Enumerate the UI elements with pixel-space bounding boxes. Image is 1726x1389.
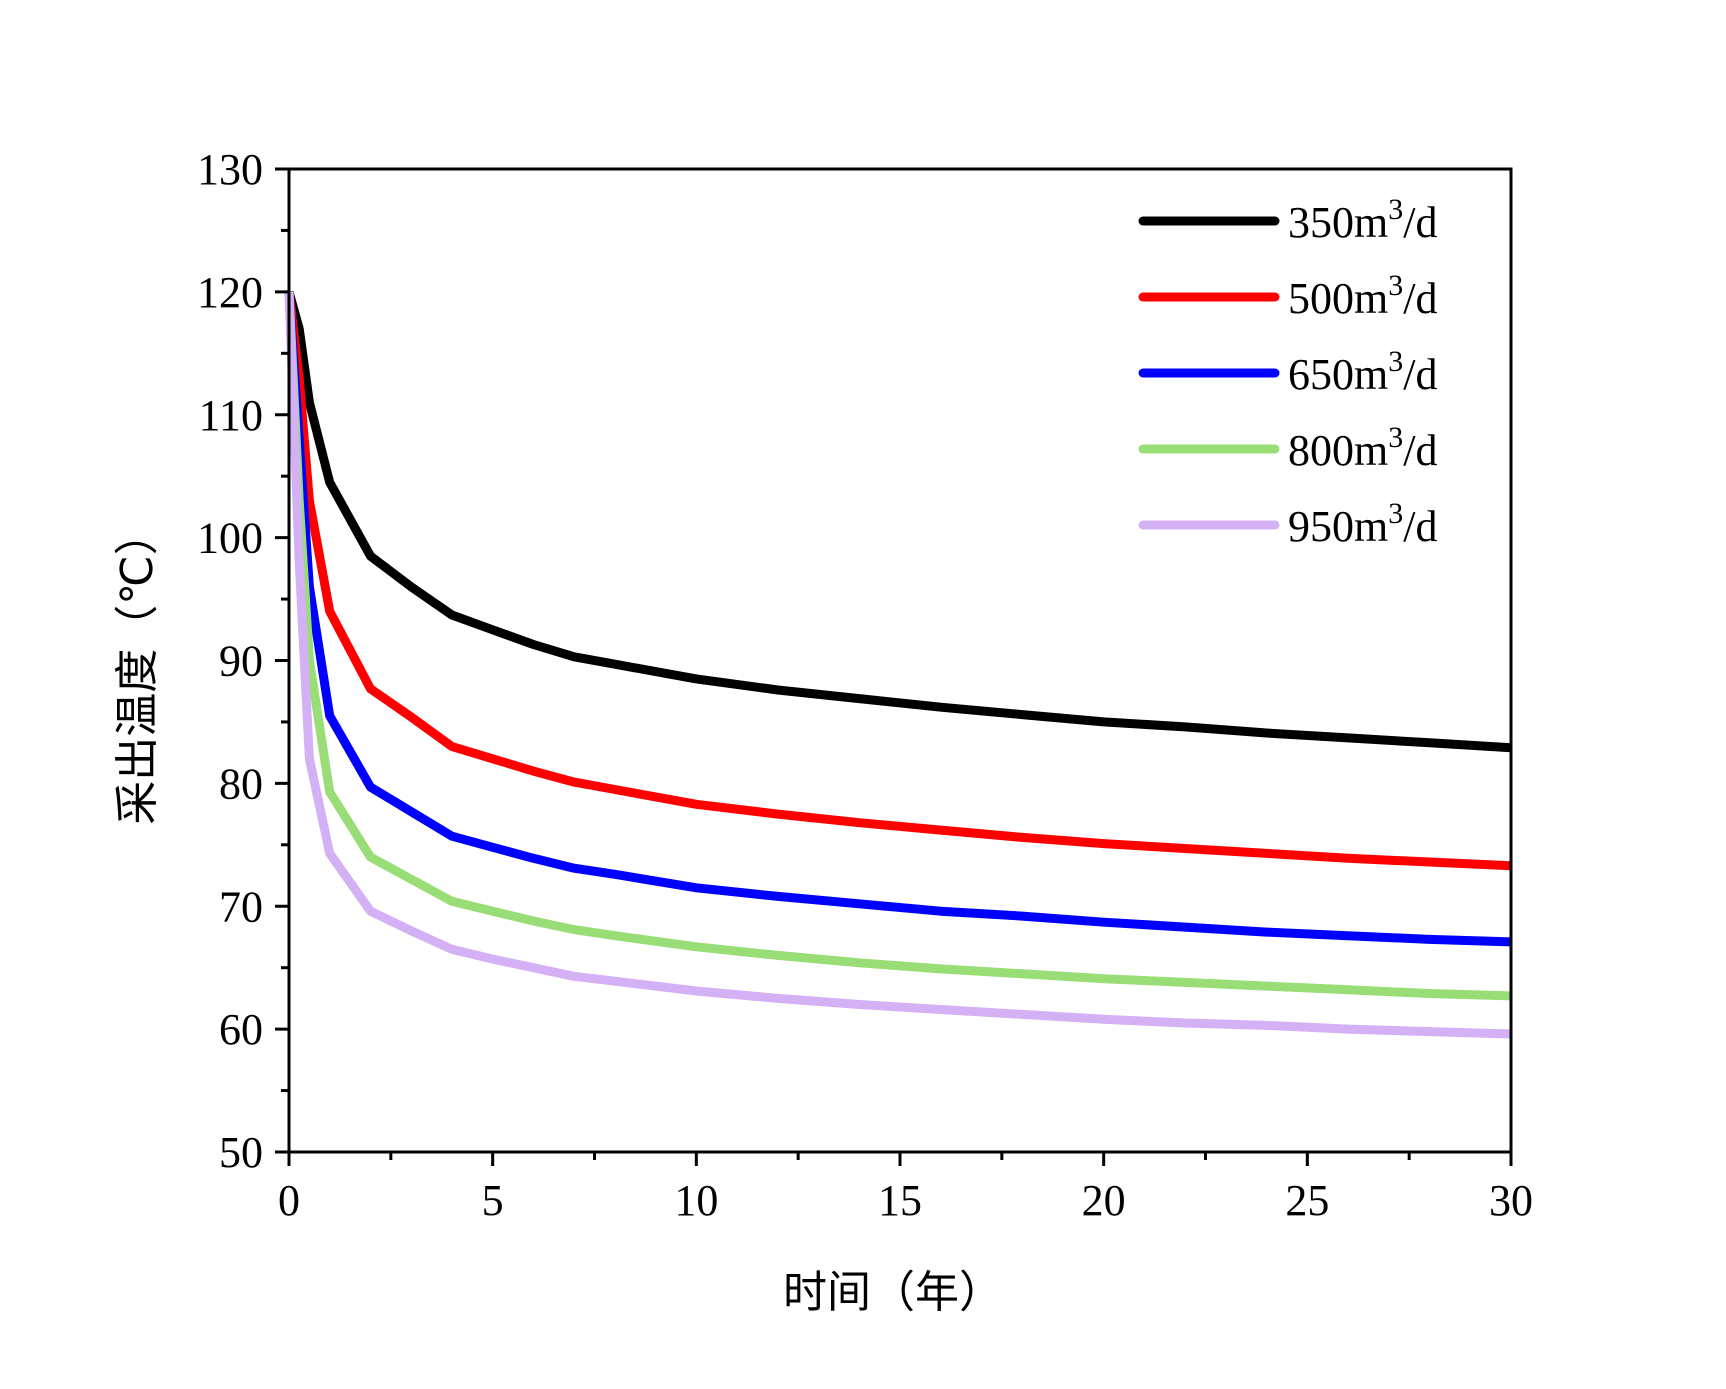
x-tick-label: 25 (1285, 1176, 1329, 1225)
legend-label-2: 650m3/d (1288, 345, 1437, 399)
y-tick-label: 120 (197, 268, 263, 317)
x-tick-label: 20 (1082, 1176, 1126, 1225)
series-line-1 (284, 291, 1512, 871)
legend-label-3: 800m3/d (1288, 421, 1437, 475)
series-line-2 (284, 291, 1512, 947)
y-tick-label: 100 (197, 514, 263, 563)
legend-label-1: 500m3/d (1288, 269, 1437, 323)
y-tick-label: 80 (219, 759, 263, 808)
y-tick-label: 90 (219, 637, 263, 686)
legend-label-0: 350m3/d (1288, 193, 1437, 247)
series-line-3 (284, 291, 1512, 1001)
y-tick-label: 50 (219, 1128, 263, 1177)
series-line-0 (284, 290, 1512, 753)
y-tick-label: 70 (219, 882, 263, 931)
x-tick-label: 30 (1489, 1176, 1533, 1225)
y-tick-label: 60 (219, 1005, 263, 1054)
y-tick-label: 110 (199, 391, 263, 440)
x-tick-label: 0 (278, 1176, 300, 1225)
legend: 350m3/d 500m3/d 650m3/d 800m3/d 950m3/d (1138, 193, 1437, 551)
x-tick-label: 5 (482, 1176, 504, 1225)
x-tick-label: 15 (878, 1176, 922, 1225)
ticks-layer: 0 5 10 15 20 25 30 50 60 70 80 90 100 110 120 130 (197, 145, 1533, 1225)
x-tick-label: 10 (674, 1176, 718, 1225)
series-layer (284, 290, 1512, 1039)
x-axis-title: 时间（年） (783, 1267, 1003, 1318)
series-line-4 (284, 291, 1512, 1039)
y-axis-title: 采出温度（℃） (112, 511, 163, 824)
legend-label-4: 950m3/d (1288, 497, 1437, 551)
y-tick-label: 130 (197, 145, 263, 194)
